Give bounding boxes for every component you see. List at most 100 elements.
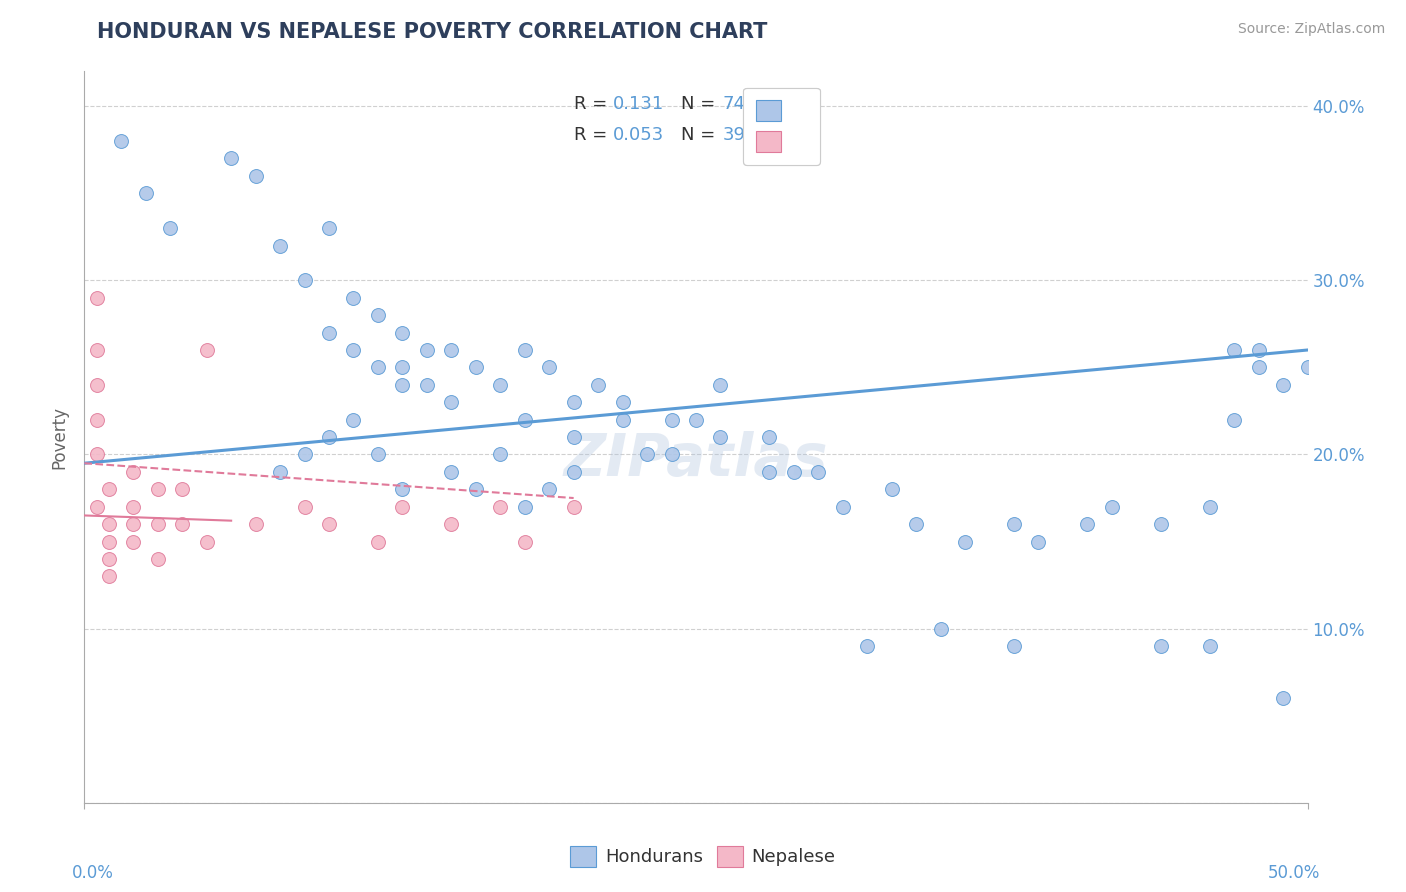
Point [856, 639, 879, 653]
Point [135, 186, 157, 201]
Point [783, 465, 806, 479]
Text: 39: 39 [723, 126, 745, 144]
Point [929, 622, 952, 636]
Point [97, 552, 120, 566]
Point [269, 238, 291, 252]
Point [1223, 412, 1246, 426]
Point [562, 430, 585, 444]
Point [367, 308, 389, 322]
Point [416, 343, 439, 357]
Point [122, 517, 145, 532]
Point [513, 343, 536, 357]
Point [86, 343, 108, 357]
Point [391, 326, 413, 340]
Point [245, 169, 267, 183]
Point [1150, 639, 1173, 653]
Point [440, 343, 463, 357]
Point [709, 377, 731, 392]
Point [342, 343, 364, 357]
Point [86, 412, 108, 426]
Point [1198, 639, 1220, 653]
Point [294, 448, 316, 462]
Y-axis label: Poverty: Poverty [51, 406, 69, 468]
Point [195, 534, 218, 549]
Point [1223, 343, 1246, 357]
Text: R =: R = [574, 126, 613, 144]
Point [440, 465, 463, 479]
Point [489, 448, 512, 462]
Point [831, 500, 853, 514]
Point [1028, 534, 1050, 549]
Point [1101, 500, 1123, 514]
Point [1272, 377, 1295, 392]
Point [661, 448, 683, 462]
Point [1076, 517, 1098, 532]
Point [195, 343, 218, 357]
Text: 50.0%: 50.0% [1267, 863, 1320, 882]
Text: ZIPatlas: ZIPatlas [564, 431, 828, 488]
Point [318, 221, 340, 235]
Text: Source: ZipAtlas.com: Source: ZipAtlas.com [1237, 22, 1385, 37]
Point [709, 430, 731, 444]
Point [86, 500, 108, 514]
Point [1247, 360, 1270, 375]
Point [464, 360, 486, 375]
Point [318, 430, 340, 444]
Point [172, 517, 194, 532]
Point [86, 291, 108, 305]
Point [612, 395, 634, 409]
Point [685, 412, 707, 426]
Text: HONDURAN VS NEPALESE POVERTY CORRELATION CHART: HONDURAN VS NEPALESE POVERTY CORRELATION… [97, 22, 766, 42]
Point [269, 465, 291, 479]
Legend:    ,    : , [744, 87, 820, 165]
Point [758, 465, 780, 479]
Point [294, 273, 316, 287]
Text: N =: N = [682, 126, 721, 144]
Text: 0.053: 0.053 [613, 126, 664, 144]
Point [758, 430, 780, 444]
Point [440, 517, 463, 532]
Point [440, 395, 463, 409]
Point [367, 534, 389, 549]
Point [159, 221, 181, 235]
Point [342, 291, 364, 305]
Point [538, 483, 561, 497]
Point [391, 500, 413, 514]
Point [391, 360, 413, 375]
Text: 0.0%: 0.0% [72, 863, 114, 882]
Point [661, 412, 683, 426]
Point [905, 517, 928, 532]
Point [1296, 360, 1319, 375]
Point [122, 465, 145, 479]
Point [391, 483, 413, 497]
Text: N =: N = [682, 95, 721, 113]
Point [342, 412, 364, 426]
Point [367, 360, 389, 375]
Point [562, 500, 585, 514]
Point [219, 152, 242, 166]
Point [880, 483, 903, 497]
Point [1272, 691, 1295, 706]
Point [318, 326, 340, 340]
Point [1198, 500, 1220, 514]
Point [97, 569, 120, 583]
Point [86, 377, 108, 392]
Legend: Hondurans, Nepalese: Hondurans, Nepalese [564, 838, 842, 874]
Point [245, 517, 267, 532]
Point [122, 500, 145, 514]
Point [416, 377, 439, 392]
Point [172, 483, 194, 497]
Point [97, 483, 120, 497]
Point [318, 517, 340, 532]
Point [110, 134, 132, 148]
Point [538, 360, 561, 375]
Point [464, 483, 486, 497]
Point [1247, 343, 1270, 357]
Text: 0.131: 0.131 [613, 95, 664, 113]
Point [562, 465, 585, 479]
Point [97, 517, 120, 532]
Point [953, 534, 976, 549]
Point [586, 377, 609, 392]
Point [391, 377, 413, 392]
Point [562, 395, 585, 409]
